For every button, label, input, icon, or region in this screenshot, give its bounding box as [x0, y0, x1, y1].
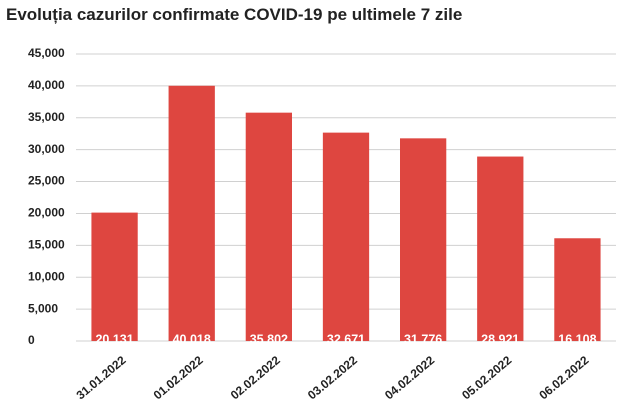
y-tick-label: 15,000 [28, 238, 65, 252]
y-tick-label: 35,000 [28, 110, 65, 124]
y-tick-label: 30,000 [28, 142, 65, 156]
y-tick-label: 20,000 [28, 206, 65, 220]
y-tick-label: 10,000 [28, 269, 65, 283]
bar [477, 156, 524, 341]
value-label: 40,018 [173, 332, 211, 346]
bar [554, 238, 601, 341]
x-tick-label: 31.01.2022 [74, 353, 129, 403]
value-label: 16,108 [558, 332, 596, 346]
bar [322, 132, 370, 341]
bar [91, 212, 138, 341]
x-tick-label: 04.02.2022 [382, 353, 437, 403]
bar [168, 85, 215, 342]
value-label: 20,131 [95, 332, 133, 346]
bar [400, 138, 447, 341]
x-tick-label: 03.02.2022 [305, 353, 360, 403]
y-tick-label: 5,000 [28, 301, 58, 315]
value-label: 28,921 [481, 332, 519, 346]
x-tick-label: 05.02.2022 [459, 353, 514, 403]
x-tick-label: 01.02.2022 [151, 353, 206, 403]
y-tick-label: 40,000 [28, 78, 65, 92]
x-tick-label: 06.02.2022 [536, 353, 591, 403]
value-label: 31,776 [404, 332, 442, 346]
x-tick-label: 02.02.2022 [228, 353, 283, 403]
chart-title: Evoluția cazurilor confirmate COVID-19 p… [6, 5, 462, 24]
y-tick-label: 45,000 [28, 46, 65, 60]
bar [245, 112, 292, 341]
value-label: 35,802 [250, 332, 288, 346]
y-tick-label: 25,000 [28, 174, 65, 188]
y-tick-label: 0 [28, 333, 35, 347]
value-label: 32,671 [327, 332, 365, 346]
